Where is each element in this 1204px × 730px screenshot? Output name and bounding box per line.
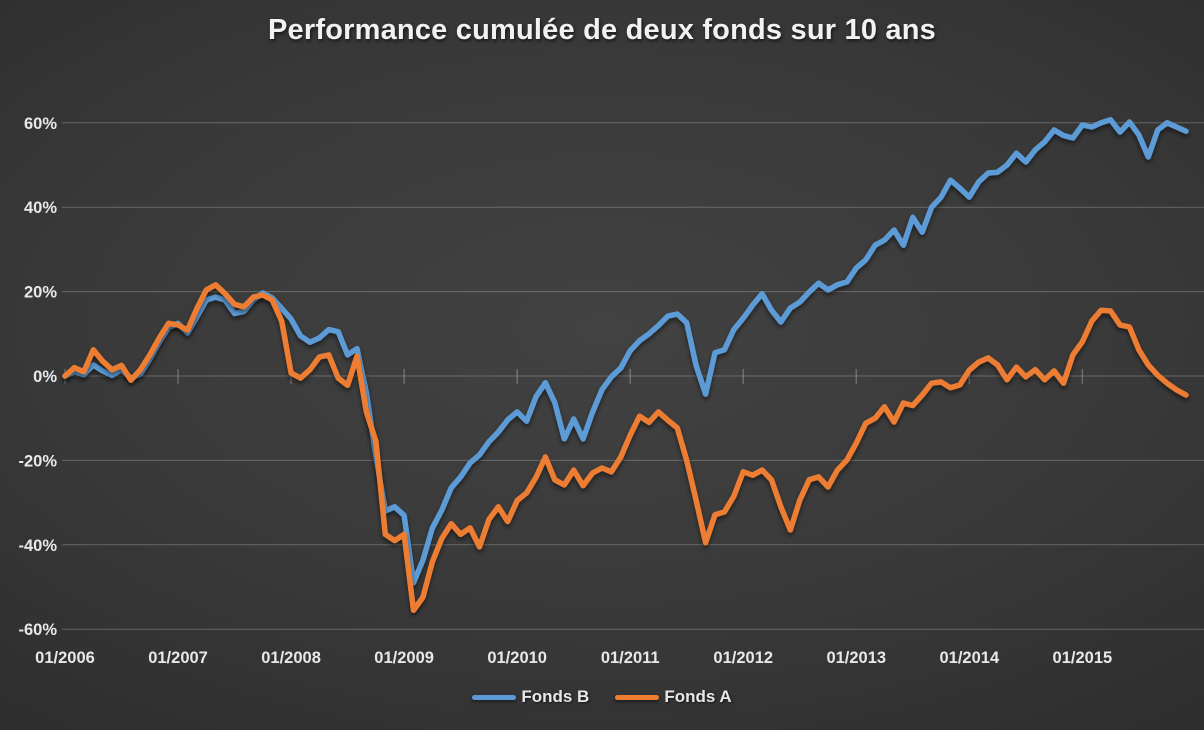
legend-label-fonds-b: Fonds B — [521, 687, 590, 706]
legend-item-fonds-b[interactable]: Fonds B — [472, 687, 589, 707]
y-tick-label: -20% — [18, 452, 57, 470]
x-tick-label: 01/2013 — [826, 649, 886, 667]
x-tick-label: 01/2008 — [261, 649, 321, 667]
chart-title: Performance cumulée de deux fonds sur 10… — [268, 14, 936, 46]
gridlines — [62, 122, 1204, 630]
x-tick-label: 01/2011 — [601, 649, 660, 667]
x-tick-label: 01/2010 — [487, 649, 547, 667]
series-lines — [62, 117, 1189, 613]
legend: Fonds B Fonds A — [0, 687, 1204, 707]
y-tick-label: -60% — [18, 621, 57, 639]
x-tick-label: 01/2012 — [713, 649, 773, 667]
y-tick-label: -40% — [18, 537, 57, 555]
y-tick-label: 0% — [33, 368, 57, 386]
legend-swatch-fonds-b-icon — [472, 694, 517, 700]
series-line-fonds-b — [62, 117, 1189, 586]
legend-swatch-fonds-a-icon — [615, 694, 660, 700]
legend-label-fonds-a: Fonds A — [664, 687, 732, 706]
y-tick-label: 60% — [24, 115, 57, 133]
x-tick-label: 01/2014 — [939, 649, 999, 667]
legend-item-fonds-a[interactable]: Fonds A — [615, 687, 732, 707]
axis-labels: 60% 40% 20% 0% -20% -40% -60% 01/2006 01/2007 01/… — [18, 115, 1112, 667]
x-tick-label: 01/2007 — [148, 649, 208, 667]
series-line-fonds-a — [62, 282, 1189, 613]
y-tick-label: 40% — [24, 199, 57, 217]
x-tick-label: 01/2015 — [1053, 649, 1113, 667]
x-tick-label: 01/2006 — [35, 649, 95, 667]
y-tick-label: 20% — [24, 284, 57, 302]
x-tick-label: 01/2009 — [374, 649, 434, 667]
